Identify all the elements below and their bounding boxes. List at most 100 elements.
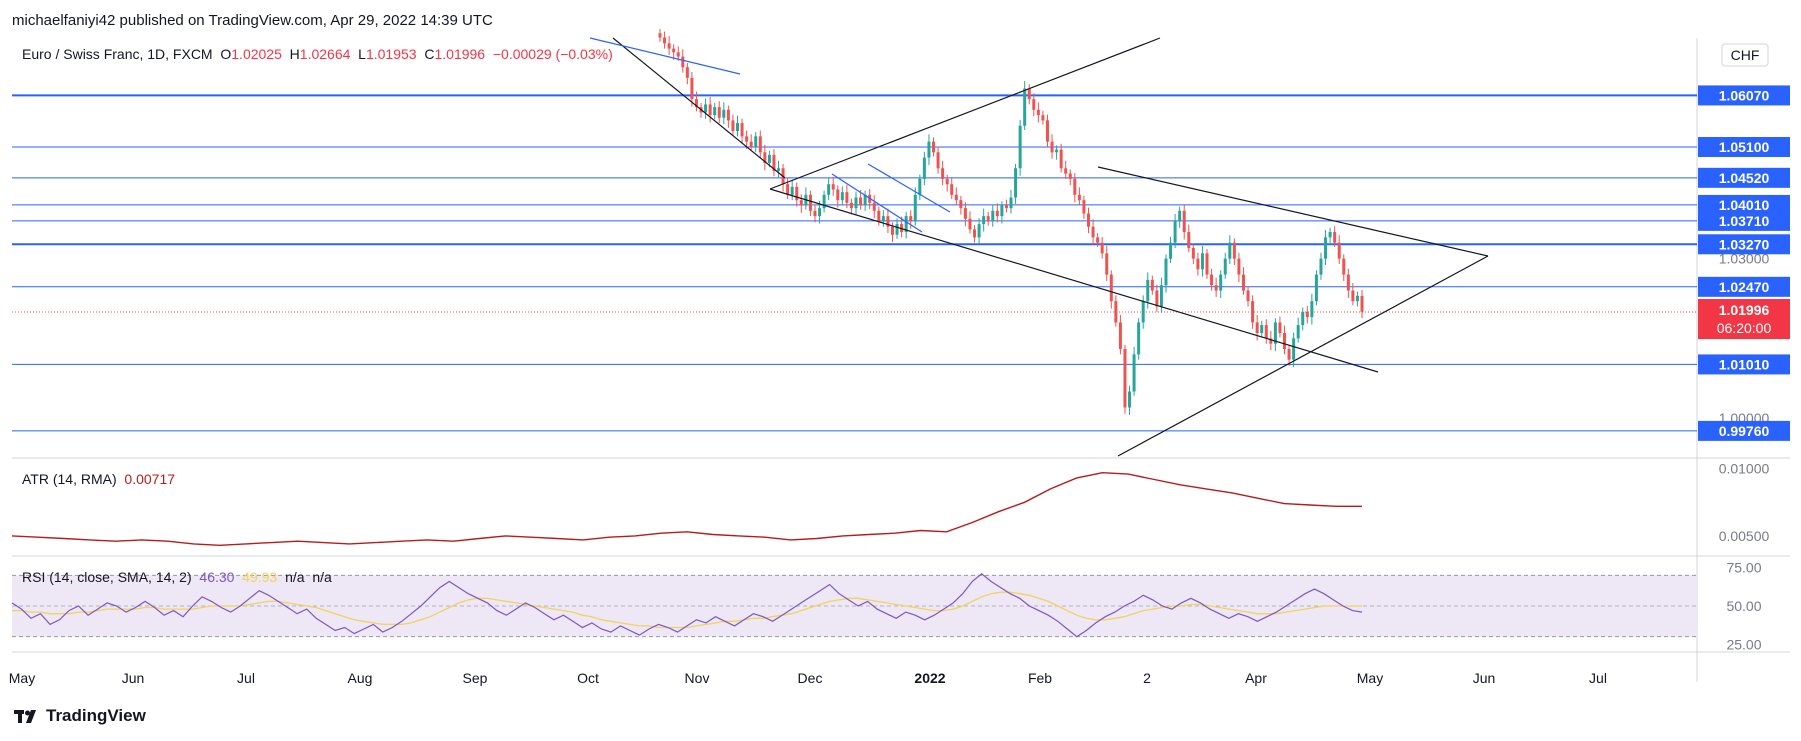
candle-body bbox=[1132, 354, 1136, 392]
candle-body bbox=[991, 210, 995, 222]
level-price-text: 1.05100 bbox=[1719, 139, 1770, 155]
candle-body bbox=[1045, 120, 1049, 142]
atr-line bbox=[11, 471, 1362, 547]
candle-body bbox=[1082, 200, 1086, 214]
rsi-na-2: n/a bbox=[312, 569, 332, 585]
candle-body bbox=[1150, 279, 1154, 291]
candle-body bbox=[1004, 205, 1008, 209]
rsi-ma-value: 49.93 bbox=[242, 569, 278, 585]
rsi-band bbox=[12, 574, 1697, 638]
level-price-text: 1.03710 bbox=[1719, 213, 1770, 229]
x-tick-label: Jun bbox=[122, 670, 145, 686]
candle-body bbox=[1333, 232, 1337, 243]
candle-body bbox=[1128, 391, 1132, 408]
candle-body bbox=[890, 226, 894, 235]
trend-lines[interactable] bbox=[589, 37, 1489, 457]
candle-body bbox=[1182, 210, 1186, 233]
candle-body bbox=[945, 178, 949, 185]
open-key: O bbox=[220, 46, 232, 62]
candle-body bbox=[1319, 258, 1323, 275]
candle-body bbox=[1314, 274, 1318, 302]
candle-body bbox=[1223, 258, 1227, 275]
candle-body bbox=[973, 229, 977, 238]
last-price-text: 1.01996 bbox=[1719, 302, 1770, 318]
level-price-badge bbox=[1698, 210, 1790, 231]
level-price-text: 1.02470 bbox=[1719, 279, 1770, 295]
candle-body bbox=[704, 104, 708, 113]
candle-body bbox=[1073, 178, 1077, 195]
candle-body bbox=[749, 141, 753, 147]
candle-body bbox=[1210, 274, 1214, 286]
candle-body bbox=[1283, 333, 1287, 350]
high-value: 1.02664 bbox=[299, 46, 351, 62]
candle-body bbox=[968, 218, 972, 230]
candle-body bbox=[1141, 301, 1145, 323]
candle-body bbox=[963, 208, 967, 219]
candle-body bbox=[1191, 248, 1195, 259]
x-tick-label: May bbox=[9, 670, 35, 686]
x-tick-label: 2 bbox=[1143, 670, 1151, 686]
candle-body bbox=[1355, 295, 1359, 302]
trend-line[interactable] bbox=[831, 173, 923, 233]
candle-body bbox=[927, 141, 931, 158]
candle-body bbox=[909, 216, 913, 222]
candle-body bbox=[740, 123, 744, 137]
x-tick-label: Aug bbox=[348, 670, 373, 686]
candle-body bbox=[827, 184, 831, 195]
candle-body bbox=[822, 194, 826, 209]
candle-body bbox=[986, 216, 990, 222]
x-tick-label: Apr bbox=[1245, 670, 1267, 686]
candle-body bbox=[1328, 232, 1332, 238]
trend-line[interactable] bbox=[769, 188, 1379, 373]
x-tick-label: Nov bbox=[685, 670, 710, 686]
candle-body bbox=[831, 184, 835, 190]
low-key: L bbox=[358, 46, 366, 62]
level-price-badge bbox=[1698, 167, 1790, 188]
atr-label[interactable]: ATR (14, RMA) bbox=[22, 471, 117, 487]
price-tick-label: 1.03000 bbox=[1719, 251, 1770, 267]
candle-body bbox=[1118, 322, 1122, 350]
level-price-badge bbox=[1698, 234, 1790, 255]
level-price-text: 1.06070 bbox=[1719, 87, 1770, 103]
x-axis: May Jun Jul Aug Sep Oct Nov Dec 2022 Feb 2 Apr May Ju… bbox=[9, 670, 1607, 686]
rsi-tick-label: 50.00 bbox=[1726, 598, 1761, 614]
trend-line[interactable] bbox=[612, 37, 786, 179]
candle-body bbox=[799, 200, 803, 206]
tradingview-brand[interactable]: TradingView bbox=[14, 706, 146, 726]
candle-body bbox=[717, 107, 721, 118]
rsi-value: 46.30 bbox=[199, 569, 235, 585]
candle-body bbox=[1305, 311, 1309, 318]
x-tick-label: 2022 bbox=[914, 670, 945, 686]
candle-body bbox=[1018, 125, 1022, 169]
horizontal-levels[interactable] bbox=[12, 94, 1697, 432]
rsi-series bbox=[11, 573, 1363, 638]
candle-body bbox=[932, 141, 936, 153]
candle-body bbox=[1123, 349, 1127, 408]
trend-line[interactable] bbox=[1097, 166, 1489, 257]
x-tick-label: Jun bbox=[1473, 670, 1496, 686]
candle-body bbox=[1342, 258, 1346, 275]
trend-line[interactable] bbox=[589, 37, 741, 75]
candle-body bbox=[731, 120, 735, 132]
trend-line[interactable] bbox=[769, 37, 1161, 190]
currency-badge[interactable] bbox=[1721, 43, 1769, 67]
candle-body bbox=[982, 216, 986, 225]
candle-body bbox=[758, 136, 762, 153]
candle-body bbox=[1086, 213, 1090, 227]
atr-tick-label: 0.00500 bbox=[1719, 528, 1770, 544]
low-value: 1.01953 bbox=[365, 46, 417, 62]
candle-body bbox=[918, 178, 922, 195]
candle-body bbox=[1064, 168, 1068, 174]
candle-body bbox=[1032, 99, 1036, 110]
level-price-text: 1.04520 bbox=[1719, 170, 1770, 186]
candle-body bbox=[1273, 322, 1277, 344]
atr-legend: ATR (14, RMA) 0.00717 bbox=[22, 471, 175, 487]
symbol-label[interactable]: Euro / Swiss Franc, 1D, FXCM bbox=[22, 46, 213, 62]
rsi-tick-label: 75.00 bbox=[1726, 560, 1761, 576]
candle-body bbox=[1269, 338, 1273, 344]
trend-line[interactable] bbox=[867, 163, 951, 213]
rsi-label[interactable]: RSI (14, close, SMA, 14, 2) bbox=[22, 569, 192, 585]
candle-body bbox=[1200, 253, 1204, 270]
trend-line[interactable] bbox=[1117, 255, 1489, 457]
